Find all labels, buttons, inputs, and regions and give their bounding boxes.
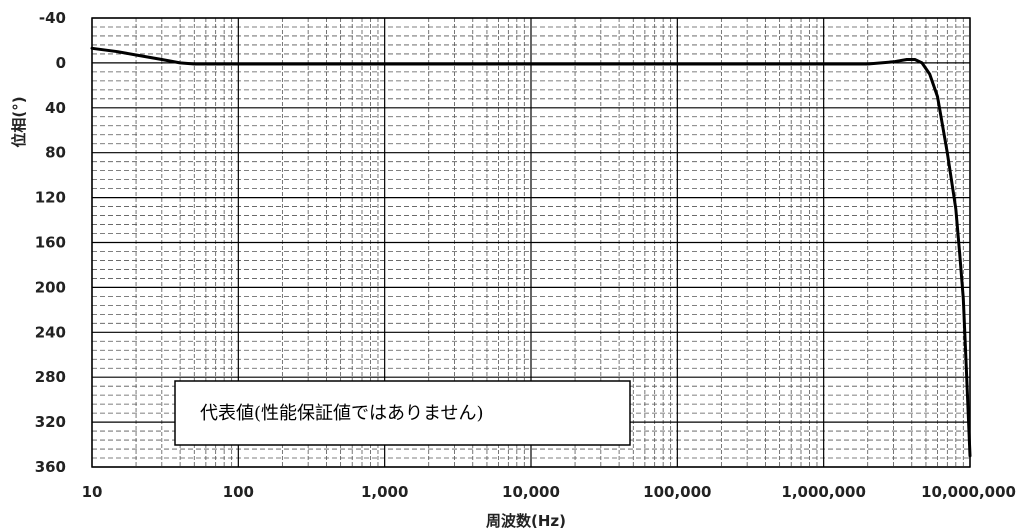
x-tick-label: 100,000 <box>643 483 711 501</box>
plot-frame <box>91 17 971 468</box>
y-axis-label: 位相(°) <box>10 96 28 147</box>
x-tick-label: 1,000,000 <box>781 483 865 501</box>
y-tick-label: 0 <box>56 54 66 72</box>
y-tick-label: 360 <box>35 458 66 476</box>
y-tick-label: 120 <box>35 189 66 207</box>
y-tick-labels: -40 0 40 80 120 160 200 240 280 320 360 <box>35 9 66 476</box>
y-tick-label: 80 <box>45 144 66 162</box>
y-tick-label: 240 <box>35 323 66 341</box>
x-tick-label: 10,000 <box>502 483 560 501</box>
x-tick-label: 10 <box>82 483 103 501</box>
x-tick-label: 10,000,000 <box>921 483 1016 501</box>
y-tick-label: 200 <box>35 278 66 296</box>
y-tick-label: 40 <box>45 99 66 117</box>
x-tick-label: 100 <box>223 483 254 501</box>
y-tick-label: 280 <box>35 368 66 386</box>
x-tick-label: 1,000 <box>361 483 408 501</box>
annotation-box-frame <box>174 380 631 446</box>
annotation-box: 代表値(性能保証値ではありません) <box>174 380 631 446</box>
annotation-text: 代表値(性能保証値ではありません) <box>200 403 484 424</box>
y-tick-label: 320 <box>35 413 66 431</box>
y-tick-label: 160 <box>35 234 66 252</box>
x-axis-label: 周波数(Hz) <box>486 512 566 530</box>
x-tick-labels: 10 100 1,000 10,000 100,000 1,000,000 10,000,0… <box>82 483 1016 501</box>
y-tick-label: -40 <box>39 9 66 27</box>
phase-series-line <box>90 46 972 458</box>
